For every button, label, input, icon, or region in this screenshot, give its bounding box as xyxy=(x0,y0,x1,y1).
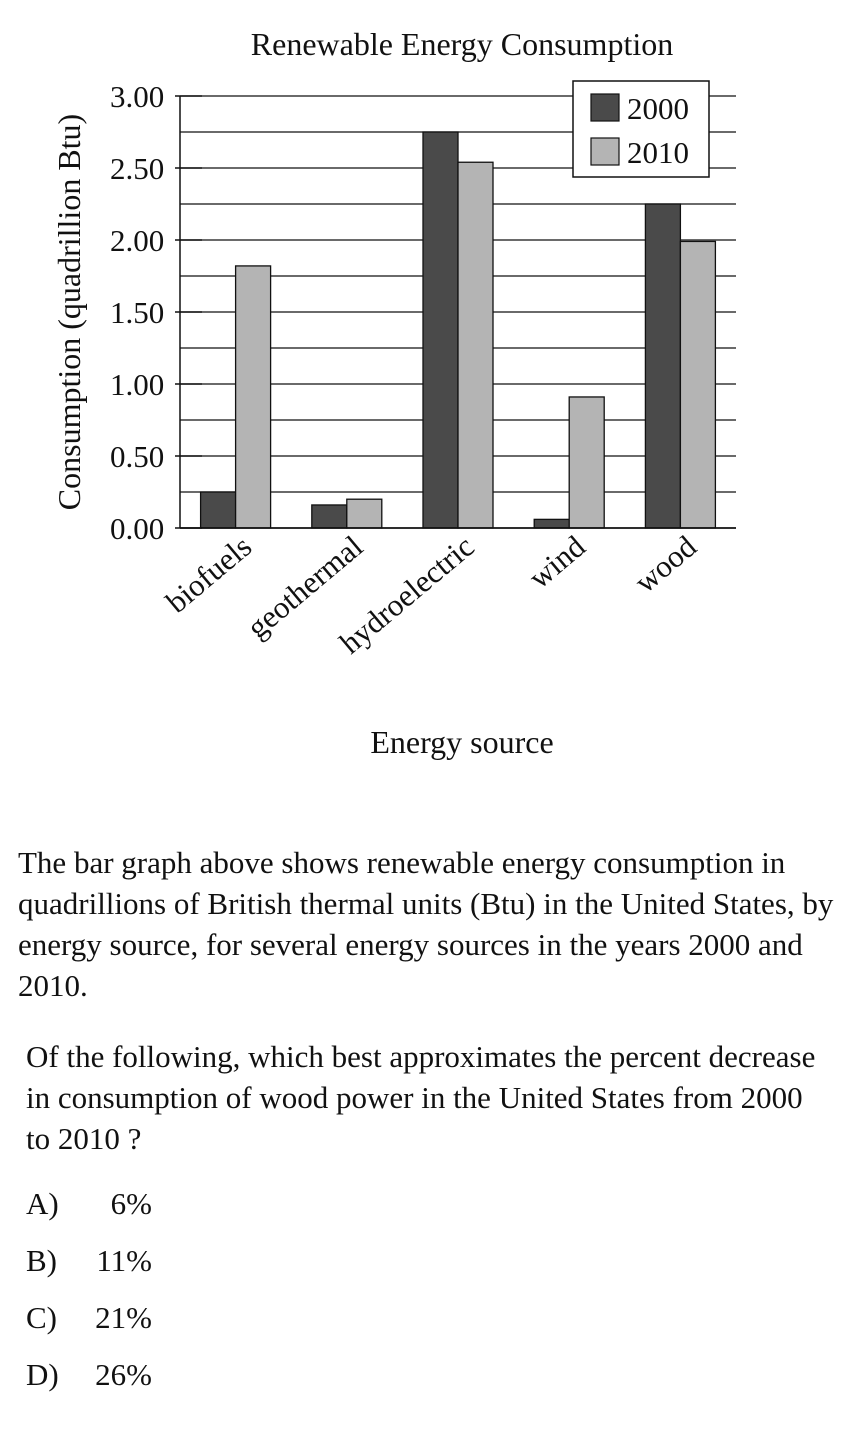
legend: 2000 2010 xyxy=(572,80,710,178)
x-tick-label: biofuels xyxy=(159,529,258,620)
legend-label-2010: 2010 xyxy=(627,135,689,170)
bar-hydroelectric-2000 xyxy=(422,131,459,529)
y-tick-label: 2.50 xyxy=(110,151,164,186)
bar-biofuels-2000 xyxy=(199,491,237,529)
choice-a[interactable]: A) 6% xyxy=(26,1184,152,1241)
choice-letter: B) xyxy=(26,1243,57,1278)
choice-value: 6% xyxy=(110,1186,152,1221)
legend-label-2000: 2000 xyxy=(627,91,689,126)
bar-hydroelectric-2010 xyxy=(457,161,494,529)
y-tick-label: 1.00 xyxy=(110,367,164,402)
choice-value: 26% xyxy=(95,1357,152,1392)
legend-swatch-2010 xyxy=(590,137,620,166)
question-prompt: Of the following, which best approximate… xyxy=(26,1039,816,1156)
choice-d[interactable]: D) 26% xyxy=(26,1355,152,1412)
x-axis-label: Energy source xyxy=(370,724,553,760)
bar-wood-2010 xyxy=(679,240,717,529)
y-tick-label: 1.50 xyxy=(110,295,164,330)
bar-biofuels-2010 xyxy=(234,265,272,529)
y-tick-labels: 0.00 0.50 1.00 1.50 2.00 2.50 3.00 xyxy=(110,79,164,546)
choice-letter: D) xyxy=(26,1357,59,1392)
bars xyxy=(199,131,717,529)
legend-swatch-2000 xyxy=(590,93,620,122)
y-tick-label: 0.50 xyxy=(110,439,164,474)
choice-letter: C) xyxy=(26,1300,57,1335)
choice-c[interactable]: C) 21% xyxy=(26,1298,152,1355)
axes xyxy=(175,95,736,529)
chart-title: Renewable Energy Consumption xyxy=(251,26,673,62)
choice-value: 21% xyxy=(95,1300,152,1335)
y-axis-label: Consumption (quadrillion Btu) xyxy=(51,114,87,510)
y-tick-label: 0.00 xyxy=(110,511,164,546)
y-tick-label: 2.00 xyxy=(110,223,164,258)
bar-geothermal-2010 xyxy=(346,498,383,529)
bar-wind-2000 xyxy=(533,518,570,529)
x-tick-label: wind xyxy=(522,528,592,595)
question-intro: The bar graph above shows renewable ener… xyxy=(18,845,834,1003)
y-tick-label: 3.00 xyxy=(110,79,164,114)
choice-b[interactable]: B) 11% xyxy=(26,1241,152,1298)
bar-wind-2010 xyxy=(568,396,605,529)
x-tick-label: wood xyxy=(628,528,704,599)
choice-letter: A) xyxy=(26,1186,59,1221)
bar-wood-2000 xyxy=(644,203,682,529)
answer-choices: A) 6% B) 11% C) 21% D) 26% xyxy=(26,1184,152,1412)
choice-value: 11% xyxy=(96,1243,152,1278)
bar-chart: Renewable Energy Consumption 0.00 0.50 1.0… xyxy=(51,26,736,760)
bar-geothermal-2000 xyxy=(311,504,348,529)
